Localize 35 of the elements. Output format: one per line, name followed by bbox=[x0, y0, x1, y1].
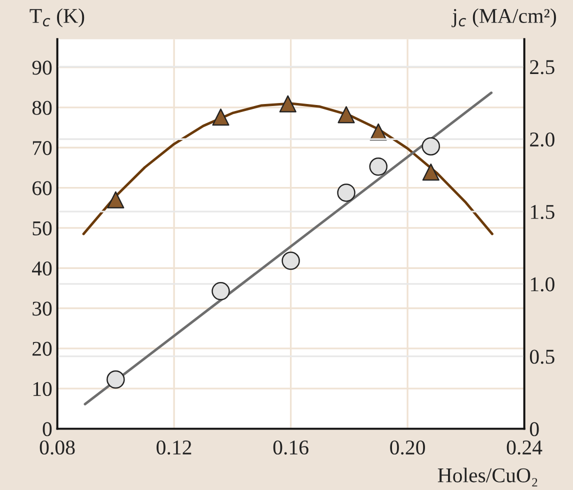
point bbox=[212, 108, 230, 126]
point bbox=[422, 164, 440, 181]
x-tick-label: 0.12 bbox=[156, 440, 192, 455]
y2-tick-label: 2.0 bbox=[530, 132, 554, 147]
y2-tick-label: 0.5 bbox=[530, 350, 554, 364]
y-tick-label: 20 bbox=[32, 342, 52, 356]
point bbox=[279, 95, 296, 112]
y-tick-label: 50 bbox=[32, 221, 52, 236]
y-axis-title: T$_{c}$ (K) bbox=[30, 8, 84, 28]
y-tick-label: 10 bbox=[33, 382, 52, 396]
point bbox=[107, 191, 124, 208]
y-tick-label: 60 bbox=[32, 181, 52, 196]
y-tick-label: 80 bbox=[32, 100, 52, 115]
point bbox=[338, 106, 355, 124]
x-axis-title: Holes/CuO₂ bbox=[438, 468, 538, 486]
point bbox=[106, 370, 125, 389]
y2-tick-label: 1.5 bbox=[530, 205, 554, 220]
y-tick-label: 90 bbox=[32, 60, 52, 75]
y2-tick-label: 0 bbox=[530, 422, 539, 436]
y-tick-label: 30 bbox=[32, 302, 52, 316]
y2-tick-label: 2.5 bbox=[530, 60, 554, 74]
y-tick-label: 40 bbox=[32, 261, 52, 276]
x-tick-label: 0.16 bbox=[273, 440, 308, 455]
point bbox=[369, 158, 388, 176]
point bbox=[422, 137, 440, 156]
point bbox=[282, 252, 300, 270]
point bbox=[212, 282, 230, 300]
x-tick-label: 0.20 bbox=[390, 440, 425, 455]
x-tick-label: 0.08 bbox=[40, 440, 75, 455]
y-tick-label: 0 bbox=[42, 422, 52, 436]
y-tick-label: 70 bbox=[32, 141, 52, 156]
point bbox=[337, 184, 356, 202]
y2-tick-label: 1.0 bbox=[530, 277, 554, 292]
x-tick-label: 0.24 bbox=[506, 440, 542, 455]
y2-axis-title: j$_{c}$ (MA/cm²) bbox=[452, 8, 556, 28]
